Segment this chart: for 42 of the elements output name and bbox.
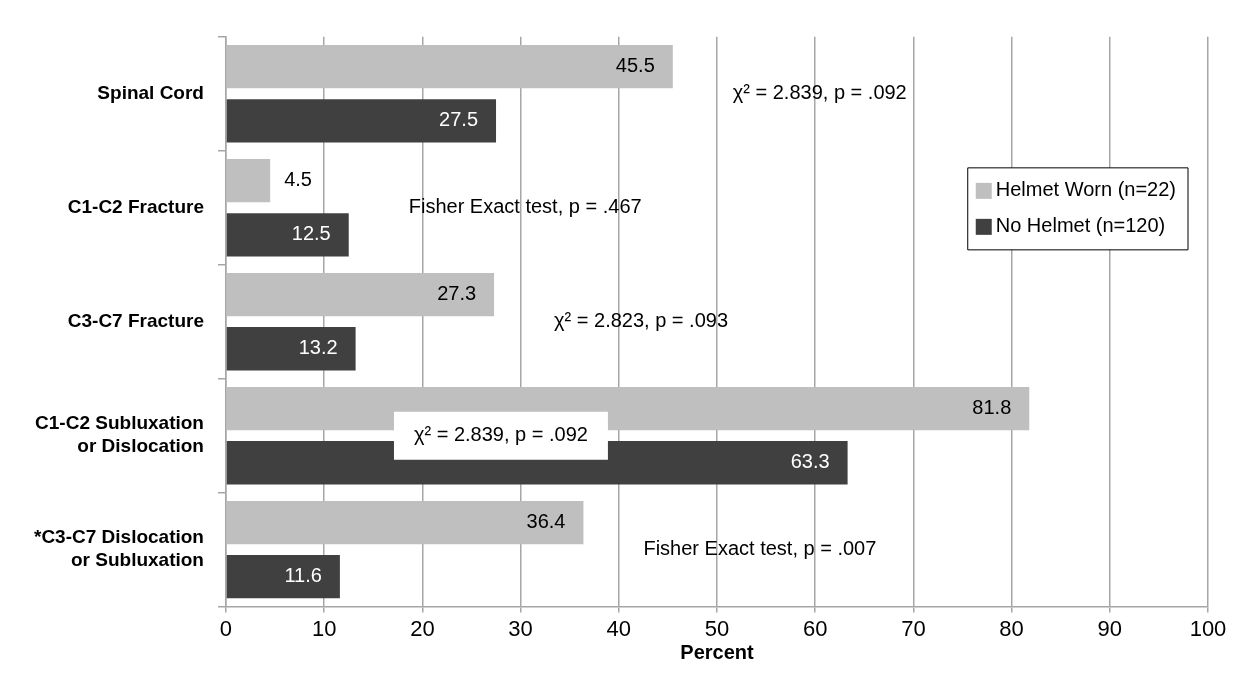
- data-label: 36.4: [526, 510, 566, 533]
- y-tick-label: C1-C2 Fracture: [67, 195, 204, 217]
- bar: [226, 45, 673, 89]
- y-tick-label: C1-C2 Subluxation or Dislocation: [35, 412, 204, 457]
- x-tick-label: 100: [1189, 615, 1227, 641]
- data-label: 63.3: [790, 450, 830, 473]
- x-tick-label: 20: [410, 615, 435, 641]
- y-tick-label: *C3-C7 Dislocation or Subluxation: [34, 526, 204, 571]
- annotation: χ² = 2.839, p = .092: [732, 81, 907, 104]
- x-tick-label: 70: [901, 615, 926, 641]
- data-label: 27.5: [439, 108, 479, 131]
- x-axis-title: Percent: [680, 640, 755, 663]
- x-tick-label: 90: [1097, 615, 1123, 641]
- x-tick-label: 0: [219, 615, 233, 641]
- x-tick-label: 10: [311, 615, 337, 641]
- annotation: χ² = 2.839, p = .092: [413, 423, 588, 446]
- y-tick-label: C3-C7 Fracture: [67, 309, 204, 331]
- bar: [226, 500, 584, 545]
- bar: [226, 213, 349, 257]
- data-label: 45.5: [615, 54, 655, 77]
- bar: [226, 327, 356, 371]
- legend-label: No Helmet (n=120): [995, 214, 1166, 237]
- data-label: 13.2: [298, 336, 338, 359]
- data-label: 12.5: [291, 222, 331, 245]
- x-tick-label: 40: [606, 615, 632, 641]
- annotation: Fisher Exact test, p = .467: [408, 195, 642, 218]
- bar: [226, 99, 497, 143]
- x-tick-label: 30: [508, 615, 533, 641]
- bar: [226, 159, 271, 203]
- y-tick-label: Spinal Cord: [97, 82, 204, 104]
- x-tick-label: 60: [802, 615, 828, 641]
- x-tick-label: 80: [999, 615, 1024, 641]
- bar: [226, 272, 495, 317]
- annotation: Fisher Exact test, p = .007: [643, 537, 877, 560]
- data-label: 81.8: [972, 396, 1012, 419]
- data-label: 11.6: [284, 564, 322, 587]
- x-tick-label: 50: [704, 615, 730, 641]
- data-label: 27.3: [437, 282, 477, 305]
- bar: [226, 555, 340, 599]
- legend-label: Helmet Worn (n=22): [995, 178, 1177, 201]
- data-label: 4.5: [284, 168, 312, 191]
- annotation: χ² = 2.823, p = .093: [554, 309, 729, 332]
